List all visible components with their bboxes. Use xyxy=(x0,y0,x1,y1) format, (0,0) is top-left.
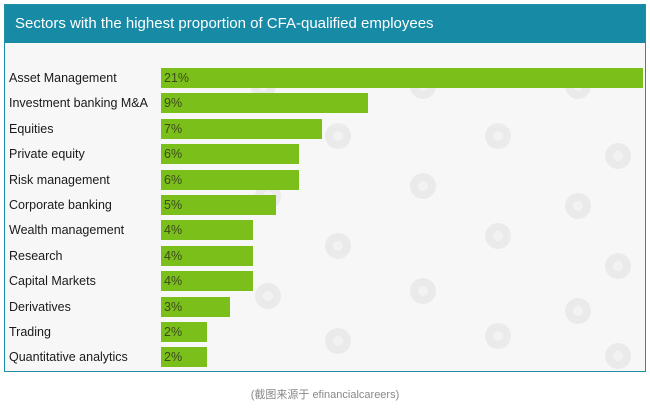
bar: 9% xyxy=(161,93,368,114)
category-label: Research xyxy=(9,248,63,263)
watermark-logo xyxy=(605,143,631,169)
category-label: Private equity xyxy=(9,147,85,162)
watermark-logo xyxy=(605,343,631,369)
bar: 7% xyxy=(161,118,322,139)
watermark-logo xyxy=(485,223,511,249)
watermark-logo xyxy=(485,323,511,349)
bar-value-label: 6% xyxy=(164,172,183,187)
bar: 2% xyxy=(161,322,207,342)
bar: 4% xyxy=(161,245,253,266)
watermark-logo xyxy=(410,278,436,304)
bar: 5% xyxy=(161,195,276,215)
watermark-logo xyxy=(255,283,281,309)
category-label: Asset Management xyxy=(9,71,117,85)
watermark-logo xyxy=(605,253,631,279)
watermark-logo xyxy=(325,233,351,259)
bar-value-label: 21% xyxy=(164,71,190,85)
watermark-logo xyxy=(325,123,351,149)
bar: 3% xyxy=(161,296,230,317)
bar-value-label: 4% xyxy=(164,274,183,289)
category-label: Wealth management xyxy=(9,223,125,238)
source-caption: (截图来源于 efinancialcareers) xyxy=(250,389,400,401)
bar-value-label: 7% xyxy=(164,121,183,136)
plot-area: Asset Management 21% Investment banking M&… xyxy=(5,43,645,371)
bar: 4% xyxy=(161,271,253,292)
bar: 4% xyxy=(161,220,253,241)
category-label: Investment banking M&A xyxy=(9,96,148,111)
category-label: Equities xyxy=(9,121,54,136)
category-label: Quantitative analytics xyxy=(9,350,128,365)
category-label: Corporate banking xyxy=(9,198,112,212)
watermark-logo xyxy=(410,173,436,199)
watermark-logo xyxy=(565,298,591,324)
watermark-logo xyxy=(325,328,351,354)
bar-value-label: 9% xyxy=(164,96,183,111)
chart-header: Sectors with the highest proportion of C… xyxy=(5,5,645,43)
watermark-logo xyxy=(565,193,591,219)
bar-value-label: 2% xyxy=(164,325,183,339)
bar-value-label: 3% xyxy=(164,299,183,314)
watermark-logo xyxy=(485,123,511,149)
chart-frame: Sectors with the highest proportion of C… xyxy=(4,4,646,372)
bar: 6% xyxy=(161,144,299,165)
bar-value-label: 2% xyxy=(164,350,183,365)
bar-value-label: 4% xyxy=(164,223,183,238)
bar-value-label: 6% xyxy=(164,147,183,162)
category-label: Risk management xyxy=(9,172,110,187)
bar: 2% xyxy=(161,347,207,368)
category-label: Trading xyxy=(9,325,51,339)
bar-value-label: 5% xyxy=(164,198,183,212)
category-label: Capital Markets xyxy=(9,274,96,289)
bar: 6% xyxy=(161,169,299,190)
chart-title: Sectors with the highest proportion of C… xyxy=(15,15,434,32)
bar-value-label: 4% xyxy=(164,248,183,263)
bar: 21% xyxy=(161,68,643,88)
category-label: Derivatives xyxy=(9,299,71,314)
